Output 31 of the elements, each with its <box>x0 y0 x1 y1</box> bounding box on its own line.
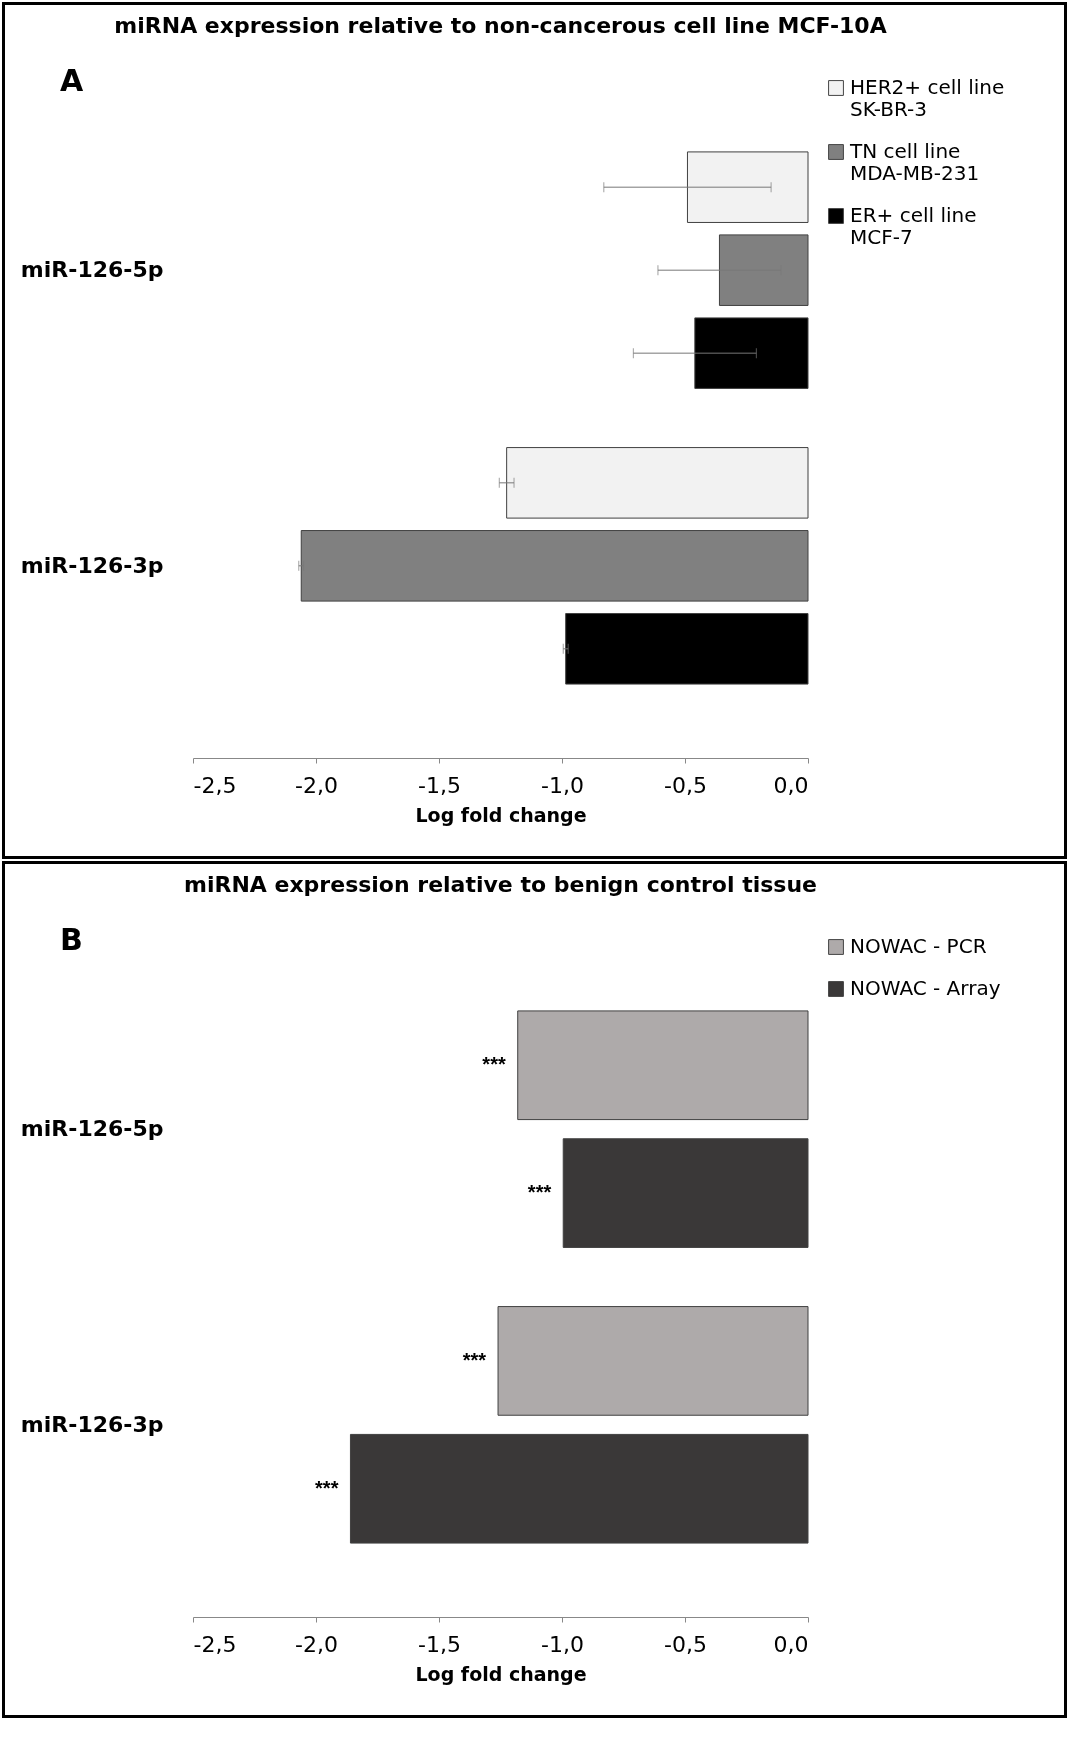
x-tick-label: -0,5 <box>664 772 707 798</box>
x-tick-label: -1,0 <box>541 772 584 798</box>
y-tick-label: miR-126-3p <box>20 552 164 578</box>
x-tick-label: -1,5 <box>418 772 461 798</box>
legend-label: NOWAC - PCR <box>850 934 987 958</box>
x-tick-label: -0,5 <box>664 1631 707 1657</box>
annotation: *** <box>462 1348 487 1371</box>
y-tick-label: miR-126-5p <box>20 257 164 283</box>
text: B <box>60 922 83 957</box>
x-tick-label: -2,0 <box>295 772 338 798</box>
y-tick-label: miR-126-3p <box>20 1411 164 1437</box>
x-tick-label: -2,5 <box>193 1631 237 1657</box>
chart-title: miRNA expression relative to benign control tissue <box>184 872 817 897</box>
chart-title: miRNA expression relative to non-cancerous cell line MCF-10A <box>114 13 887 38</box>
y-tick-label: miR-126-5p <box>20 1116 164 1142</box>
x-axis-title: Log fold change <box>415 803 587 826</box>
x-tick-label: 0,0 <box>773 1631 809 1657</box>
legend-label: ER+ cell line MCF-7 <box>850 203 977 249</box>
annotation: *** <box>315 1476 339 1499</box>
x-tick-label: -2,5 <box>193 772 237 798</box>
x-tick-label: 0,0 <box>773 772 809 798</box>
text: A <box>60 63 84 98</box>
x-tick-label: -1,0 <box>541 1631 584 1657</box>
annotation: *** <box>482 1053 506 1076</box>
x-tick-label: -1,5 <box>418 1631 461 1657</box>
x-axis-title: Log fold change <box>415 1662 587 1685</box>
x-tick-label: -2,0 <box>295 1631 338 1657</box>
legend-label: TN cell line MDA-MB-231 <box>849 139 980 185</box>
annotation: *** <box>527 1181 552 1204</box>
legend-label: HER2+ cell line SK-BR-3 <box>850 75 1005 121</box>
legend-label: NOWAC - Array <box>850 976 1001 1000</box>
